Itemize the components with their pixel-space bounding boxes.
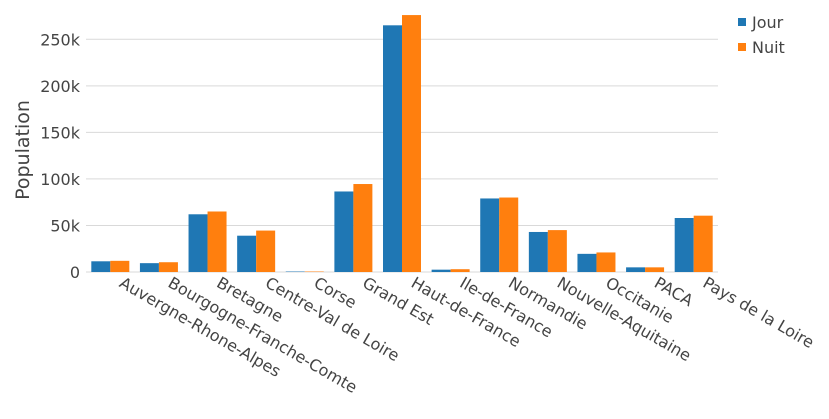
x-axis-ticks: Auvergne-Rhone-AlpesBourgogne-Franche-Co… xyxy=(116,273,817,397)
legend-swatch[interactable] xyxy=(738,43,746,51)
legend-swatch[interactable] xyxy=(738,18,746,26)
legend-label[interactable]: Nuit xyxy=(752,38,785,57)
bar-jour[interactable] xyxy=(383,25,402,272)
bar-nuit[interactable] xyxy=(645,267,665,272)
bar-nuit[interactable] xyxy=(353,184,373,272)
bar-jour[interactable] xyxy=(431,269,451,272)
bar-nuit[interactable] xyxy=(110,260,130,272)
bar-jour[interactable] xyxy=(188,214,208,272)
y-axis-ticks: 0 50k 100k 150k 200k 250k xyxy=(40,30,81,282)
y-tick-label: 100k xyxy=(40,170,81,189)
bar-jour[interactable] xyxy=(528,231,548,272)
y-tick-label: 200k xyxy=(40,77,81,96)
bar-jour[interactable] xyxy=(334,191,354,272)
y-tick-label: 150k xyxy=(40,123,81,142)
bar-nuit[interactable] xyxy=(450,269,470,272)
y-tick-label: 0 xyxy=(70,263,80,282)
bar-nuit[interactable] xyxy=(402,15,421,272)
bar-nuit[interactable] xyxy=(547,230,567,272)
bars xyxy=(91,15,713,272)
bar-jour[interactable] xyxy=(237,235,257,272)
bar-jour[interactable] xyxy=(139,263,159,272)
bar-jour[interactable] xyxy=(626,267,646,272)
bar-nuit[interactable] xyxy=(207,211,227,272)
legend-label[interactable]: Jour xyxy=(751,13,784,32)
bar-nuit[interactable] xyxy=(693,215,713,272)
bar-jour[interactable] xyxy=(480,198,500,272)
y-axis-title: Population xyxy=(12,100,34,200)
bar-jour[interactable] xyxy=(577,253,597,272)
bar-nuit[interactable] xyxy=(256,230,276,272)
bar-nuit[interactable] xyxy=(499,197,519,272)
bar-jour[interactable] xyxy=(674,218,694,272)
legend[interactable]: Jour Nuit xyxy=(738,13,785,57)
y-tick-label: 250k xyxy=(40,30,81,49)
y-tick-label: 50k xyxy=(50,216,80,235)
x-tick-label: Pays de la Loire xyxy=(700,273,818,352)
bar-nuit[interactable] xyxy=(596,252,616,272)
bar-nuit[interactable] xyxy=(158,262,178,272)
bar-jour[interactable] xyxy=(91,261,111,272)
